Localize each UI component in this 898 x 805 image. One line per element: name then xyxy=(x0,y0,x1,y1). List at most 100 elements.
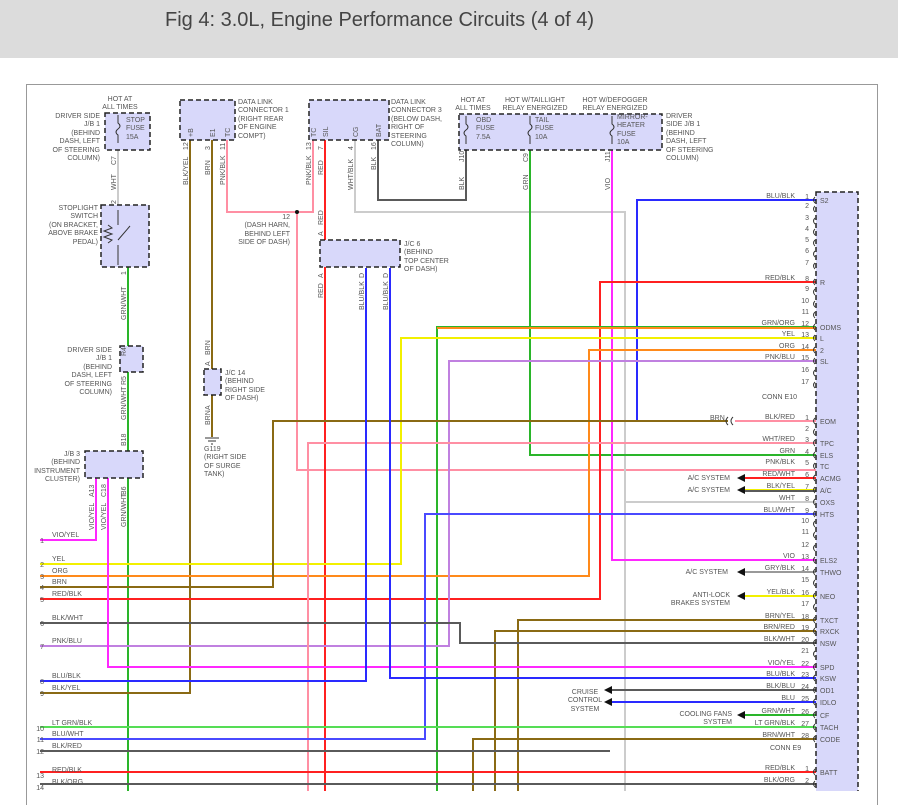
conn-e9-label: CONN E9 xyxy=(770,745,802,752)
conn-e10-wire-label: RED/BLK xyxy=(765,275,795,282)
pin-terminal-icon xyxy=(813,369,816,377)
fuse-icon xyxy=(609,116,615,144)
conn-e9-pin-number: 2 xyxy=(805,426,809,433)
pin-terminal-icon xyxy=(813,474,816,482)
pin-terminal-icon xyxy=(813,323,816,331)
wire-red-12 xyxy=(40,281,816,600)
conn-e9-pin-number: 4 xyxy=(805,449,809,456)
pin-terminal-icon xyxy=(813,698,816,706)
left-pin-wire-label: BLK/WHT xyxy=(52,615,84,622)
left-pin-wire-label: LT GRN/BLK xyxy=(52,720,93,727)
pin-terminal-icon xyxy=(813,663,816,671)
wire-pnkblu-17 xyxy=(40,360,816,647)
conn-e9-signal-label: CODE xyxy=(820,737,841,744)
conn-e9-wire-label: LT GRN/BLK xyxy=(755,720,796,727)
left-pin-number: 9 xyxy=(40,691,44,698)
vertical-wire-label: 4 xyxy=(348,146,355,150)
conn-e9-pin-number: 1 xyxy=(805,415,809,422)
pin-terminal-icon xyxy=(813,603,816,611)
vertical-wire-label: A xyxy=(318,273,325,278)
conn-e10-pin-number: 2 xyxy=(805,203,809,210)
inline-connector-icon xyxy=(725,416,734,426)
conn-e10-pin-number: 12 xyxy=(801,321,809,328)
conn-e10-pin-number: 5 xyxy=(805,237,809,244)
pin-terminal-icon xyxy=(813,357,816,365)
vertical-wire-label: C18 xyxy=(101,484,108,497)
pin-terminal-icon xyxy=(813,768,816,776)
conn-e10-signal-label: S2 xyxy=(820,198,829,205)
conn-e9-wire-label: YEL/BLK xyxy=(767,589,796,596)
conn-e9-wire-label: BLK/WHT xyxy=(764,636,796,643)
conn-e9-wire-label: GRN/WHT xyxy=(762,708,796,715)
wire-yel-15 xyxy=(40,337,816,565)
conn-e9-pin-number: 9 xyxy=(805,508,809,515)
pin-terminal-icon xyxy=(813,417,816,425)
conn-e9-wire-label: BRN/WHT xyxy=(762,732,795,739)
pin-terminal-icon xyxy=(813,510,816,518)
conn-e10-wire-label: PNK/BLU xyxy=(765,354,795,361)
obd-fuse-power-note: HOT AT ALL TIMES xyxy=(455,97,491,113)
conn-bottom-signal-label: BATT xyxy=(820,770,838,777)
conn-e9-wire-label: BLU xyxy=(781,695,795,702)
conn-e9-signal-label: IDLO xyxy=(820,700,837,707)
conn-e9-pin-number: 19 xyxy=(801,625,809,632)
conn-e9-pin-number: 8 xyxy=(805,496,809,503)
vertical-wire-label: BLU/BLK xyxy=(383,281,390,310)
vertical-wire-label: B6 xyxy=(121,486,128,495)
arrow-head-icon xyxy=(737,592,745,600)
vertical-wire-label: R5 xyxy=(121,376,128,385)
vertical-wire-label: BRN xyxy=(205,340,212,355)
tail-fuse-label: TAIL FUSE 10A xyxy=(535,117,554,141)
dlc3-pin-label: TC xyxy=(311,128,318,137)
vertical-wire-label: BRN xyxy=(205,160,212,175)
pin-terminal-icon xyxy=(813,627,816,635)
conn-e9-signal-label: ACMG xyxy=(820,476,841,483)
vertical-wire-label: 13 xyxy=(306,142,313,150)
conn-e9-signal-label: ELS2 xyxy=(820,558,837,565)
dlc1-label: DATA LINK CONNECTOR 1 (RIGHT REAR OF ENG… xyxy=(238,99,289,140)
pin-terminal-icon xyxy=(813,650,816,658)
cruise-control-label: CRUISE CONTROL SYSTEM xyxy=(567,689,603,713)
conn-e9-wire-label: BLU/BLK xyxy=(766,671,795,678)
jb1-small-box xyxy=(119,345,144,373)
vertical-wire-label: 12 xyxy=(183,142,190,150)
jc14-box xyxy=(203,368,222,396)
wire-pnk-20 xyxy=(307,442,816,791)
splice-dot xyxy=(295,210,299,214)
vertical-wire-label: BLK xyxy=(459,176,466,190)
conn-e9-pin-number: 18 xyxy=(801,614,809,621)
conn-e9-signal-label: TXCT xyxy=(820,618,839,625)
pin-terminal-icon xyxy=(813,228,816,236)
pin-terminal-icon xyxy=(813,674,816,682)
pin-terminal-icon xyxy=(813,735,816,743)
jb3-label: J/B 3 (BEHIND INSTRUMENT CLUSTER) xyxy=(34,451,80,484)
vertical-wire-label: 11 xyxy=(220,143,227,150)
wire-brn-31 xyxy=(472,738,816,791)
pin-terminal-icon xyxy=(813,288,816,296)
wire-blu-28 xyxy=(389,268,816,679)
left-pin-wire-label: YEL xyxy=(52,556,65,563)
vertical-wire-label: GRN/WHT xyxy=(121,493,128,527)
arrow-head-icon xyxy=(737,486,745,494)
conn-e9-pin-number: 28 xyxy=(801,733,809,740)
left-pin-number: 3 xyxy=(40,574,44,581)
left-pin-number: 12 xyxy=(36,749,44,756)
vertical-wire-label: RED xyxy=(318,210,325,225)
diagram-frame xyxy=(26,84,878,805)
tail-fuse-power-note: HOT W/TAILLIGHT RELAY ENERGIZED xyxy=(502,97,568,113)
vertical-wire-label: A xyxy=(205,405,212,410)
fuse-icon xyxy=(527,116,533,144)
conn-e9-wire-label: BRN/YEL xyxy=(765,613,795,620)
arrow-head-icon xyxy=(737,711,745,719)
conn-e9-signal-label: CF xyxy=(820,713,829,720)
ground-icon xyxy=(205,437,219,445)
conn-e9-signal-label: KSW xyxy=(820,676,836,683)
wire-blu-11 xyxy=(636,199,816,420)
jc6-label: J/C 6 (BEHIND TOP CENTER OF DASH) xyxy=(404,241,449,274)
conn-e9-pin-number: 13 xyxy=(801,554,809,561)
conn-e9-pin-number: 27 xyxy=(801,721,809,728)
wire-bluwht-22 xyxy=(40,513,816,740)
wire-org-16 xyxy=(40,349,816,577)
wire-brn-24 xyxy=(494,630,816,791)
